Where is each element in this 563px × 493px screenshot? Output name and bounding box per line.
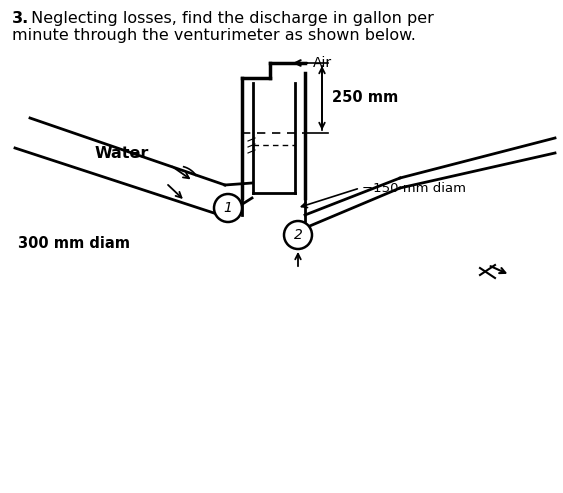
Text: 300 mm diam: 300 mm diam [18, 236, 130, 250]
Text: 1: 1 [224, 201, 233, 215]
Text: Neglecting losses, find the discharge in gallon per: Neglecting losses, find the discharge in… [26, 11, 434, 26]
Text: 3.: 3. [12, 11, 29, 26]
Text: −150 mm diam: −150 mm diam [362, 181, 466, 195]
Circle shape [284, 221, 312, 249]
Text: 2: 2 [293, 228, 302, 242]
Text: 250 mm: 250 mm [332, 91, 398, 106]
Text: Air: Air [313, 56, 332, 70]
Circle shape [214, 194, 242, 222]
Text: Water: Water [95, 145, 149, 161]
Text: minute through the venturimeter as shown below.: minute through the venturimeter as shown… [12, 28, 416, 43]
